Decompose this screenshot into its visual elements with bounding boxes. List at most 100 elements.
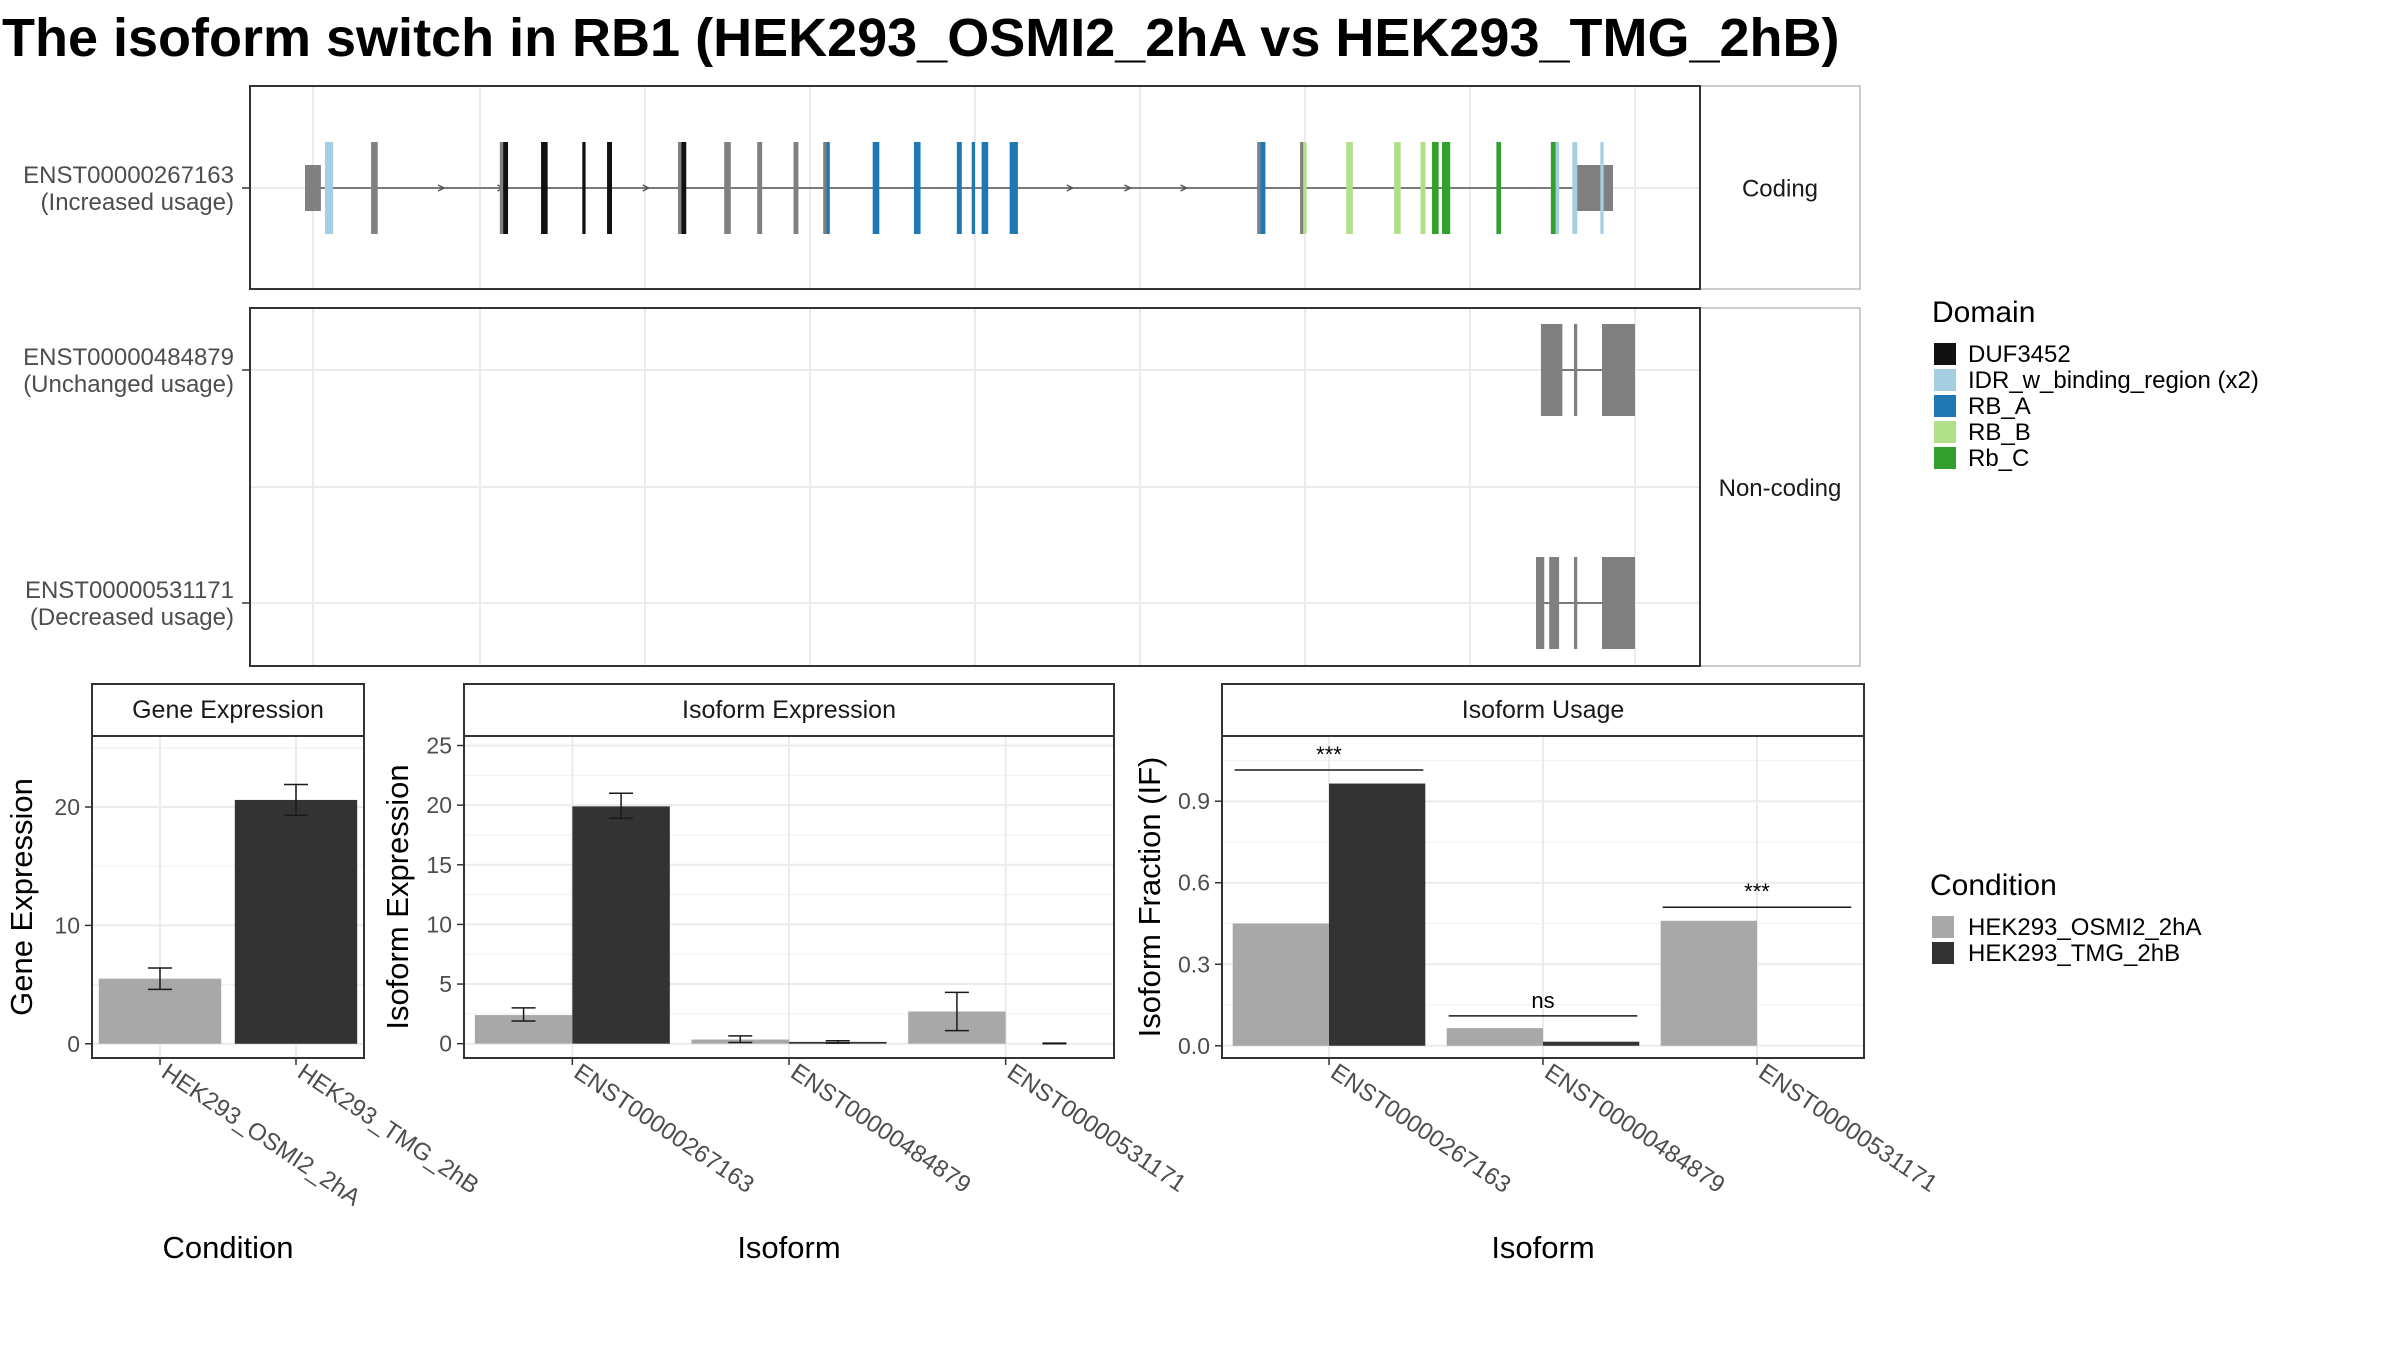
exon-block bbox=[371, 142, 378, 234]
structure-facet-strip bbox=[1699, 85, 1861, 290]
bar-mark bbox=[1232, 923, 1329, 1046]
structure-facet-border bbox=[249, 85, 1701, 290]
domain-legend-key bbox=[1934, 369, 1956, 391]
strand-arrow bbox=[437, 184, 446, 192]
domain-legend-label: DUF3452 bbox=[1968, 341, 2071, 368]
significance-label: *** bbox=[1316, 742, 1342, 767]
x-tick-label: ENST00000484879 bbox=[1540, 1059, 1730, 1199]
exon-block bbox=[1555, 142, 1560, 234]
exon-block bbox=[872, 142, 880, 234]
error-bar bbox=[825, 1039, 850, 1044]
exon-block bbox=[1257, 142, 1261, 234]
y-axis-title: Gene Expression bbox=[4, 778, 39, 1016]
strand-arrow bbox=[1066, 184, 1075, 192]
exon-block bbox=[1300, 142, 1304, 234]
y-tick-label: 0 bbox=[67, 1031, 80, 1057]
y-tick-label: 25 bbox=[426, 733, 452, 759]
y-tick-label: 10 bbox=[426, 911, 452, 937]
y-tick-label: 0.6 bbox=[1178, 870, 1210, 896]
strand-arrow bbox=[1124, 184, 1133, 192]
exon-block bbox=[1540, 324, 1563, 416]
exon-block bbox=[1432, 142, 1439, 234]
bar-panel-strip bbox=[91, 683, 365, 737]
domain-legend-label: RB_B bbox=[1968, 419, 2031, 446]
bar-mark bbox=[1543, 1041, 1640, 1046]
exon-block bbox=[823, 142, 827, 234]
bar-panel-strip bbox=[1221, 683, 1865, 737]
bar-mark bbox=[1660, 920, 1757, 1046]
bar-mark bbox=[572, 806, 670, 1044]
exon-block bbox=[1602, 324, 1635, 416]
x-tick-label: ENST00000484879 bbox=[786, 1059, 976, 1199]
exon-block bbox=[1260, 142, 1266, 234]
strand-arrow bbox=[642, 184, 651, 192]
exon-block bbox=[981, 142, 989, 234]
domain-legend-key bbox=[1934, 421, 1956, 443]
structure-facet-border bbox=[249, 307, 1701, 667]
exon-block bbox=[1420, 142, 1426, 234]
condition-legend-title: Condition bbox=[1930, 869, 2057, 902]
isoform-usage-label: (Decreased usage) bbox=[30, 604, 234, 631]
x-axis-title: Isoform bbox=[737, 1230, 840, 1265]
bar-mark bbox=[234, 799, 358, 1044]
expression-bar-panels: Gene Expression01020HEK293_OSMI2_2hAHEK2… bbox=[4, 683, 1942, 1265]
bar-panel-strip-label: Gene Expression bbox=[132, 696, 324, 724]
exon-block bbox=[1573, 324, 1578, 416]
domain-legend-key bbox=[1934, 447, 1956, 469]
significance-label: ns bbox=[1531, 988, 1554, 1013]
x-tick-label: ENST00000267163 bbox=[1326, 1059, 1516, 1199]
exon-block bbox=[678, 142, 682, 234]
y-tick-label: 0.0 bbox=[1178, 1033, 1210, 1059]
exon-block bbox=[1498, 142, 1502, 234]
domain-legend-label: IDR_w_binding_region (x2) bbox=[1968, 367, 2259, 394]
utr-box bbox=[305, 165, 321, 211]
y-tick-label: 10 bbox=[54, 912, 80, 938]
exon-block bbox=[1600, 142, 1604, 234]
exon-block bbox=[757, 142, 763, 234]
isoform-usage-label: (Increased usage) bbox=[41, 189, 234, 216]
exon-block bbox=[541, 142, 548, 234]
exon-block bbox=[826, 142, 830, 234]
y-tick-label: 20 bbox=[426, 792, 452, 818]
exon-block bbox=[1303, 142, 1307, 234]
exon-block bbox=[681, 142, 687, 234]
y-axis-title: Isoform Fraction (IF) bbox=[1132, 757, 1167, 1038]
domain-legend-key bbox=[1934, 343, 1956, 365]
exon-block bbox=[1550, 142, 1556, 234]
error-bar bbox=[511, 1007, 536, 1022]
exon-block bbox=[607, 142, 612, 234]
error-bar bbox=[284, 783, 308, 817]
domain-legend-label: RB_A bbox=[1968, 393, 2031, 420]
structure-facet-strip bbox=[1699, 307, 1861, 667]
exon-block bbox=[503, 142, 509, 234]
x-tick-label: ENST00000531171 bbox=[1002, 1059, 1190, 1198]
x-axis-title: Condition bbox=[163, 1230, 294, 1265]
exon-block bbox=[971, 142, 975, 234]
isoform-usage-label: (Unchanged usage) bbox=[23, 371, 234, 398]
exon-block bbox=[1394, 142, 1401, 234]
y-tick-label: 15 bbox=[426, 852, 452, 878]
condition-legend-label: HEK293_TMG_2hB bbox=[1968, 940, 2180, 967]
domain-legend-label: Rb_C bbox=[1968, 445, 2029, 472]
isoform-row-label: ENST00000484879 bbox=[23, 344, 234, 371]
exon-block bbox=[1602, 557, 1635, 649]
isoform-row-label: ENST00000267163 bbox=[23, 162, 234, 189]
exon-block bbox=[1573, 557, 1578, 649]
error-bar bbox=[944, 991, 969, 1032]
exon-block bbox=[956, 142, 962, 234]
isoform-row-label: ENST00000531171 bbox=[25, 577, 234, 604]
exon-block bbox=[793, 142, 799, 234]
exon-block bbox=[582, 142, 586, 234]
x-tick-label: ENST00000267163 bbox=[569, 1059, 759, 1199]
y-axis-title: Isoform Expression bbox=[380, 764, 415, 1029]
y-tick-label: 0.9 bbox=[1178, 788, 1210, 814]
figure-title: The isoform switch in RB1 (HEK293_OSMI2_… bbox=[2, 8, 1840, 68]
error-bar bbox=[148, 967, 172, 991]
significance-label: *** bbox=[1744, 879, 1770, 904]
condition-legend-label: HEK293_OSMI2_2hA bbox=[1968, 914, 2201, 941]
utr-box bbox=[1576, 165, 1613, 211]
error-bar bbox=[609, 792, 634, 820]
y-tick-label: 5 bbox=[439, 971, 452, 997]
